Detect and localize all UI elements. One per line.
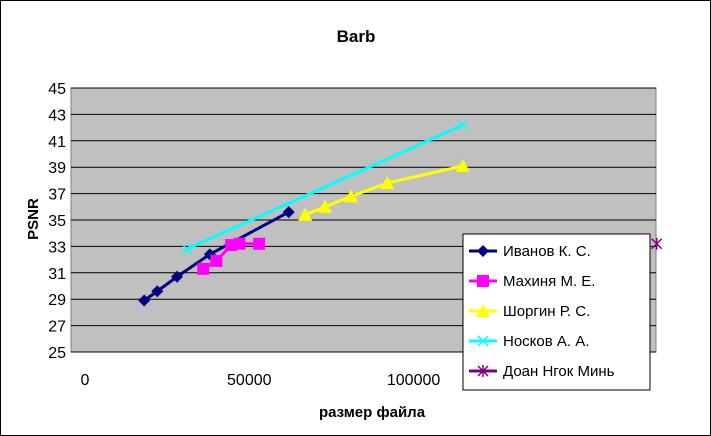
data-point bbox=[282, 206, 295, 219]
data-point bbox=[380, 176, 395, 190]
data-point bbox=[344, 189, 359, 203]
legend-label: Иванов К. С. bbox=[503, 243, 591, 260]
y-tick-label: 31 bbox=[48, 266, 66, 283]
data-point bbox=[138, 294, 151, 307]
series bbox=[651, 237, 663, 250]
legend-entry: Шоргин Р. С. bbox=[469, 303, 590, 320]
chart-title: Barb bbox=[337, 27, 376, 46]
data-point bbox=[317, 199, 332, 213]
data-point bbox=[197, 262, 210, 275]
y-tick-label: 25 bbox=[48, 345, 66, 362]
y-tick-label: 39 bbox=[48, 160, 66, 177]
y-tick-label: 37 bbox=[48, 187, 66, 204]
data-point bbox=[477, 335, 489, 347]
legend-label: Шоргин Р. С. bbox=[503, 303, 590, 320]
data-point bbox=[651, 237, 663, 250]
y-tick-label: 29 bbox=[48, 292, 66, 309]
legend-entry: Иванов К. С. bbox=[469, 243, 591, 260]
legend-label: Носков А. А. bbox=[503, 333, 589, 350]
legend: Иванов К. С. Махиня М. Е. Шоргин Р. С. Носк… bbox=[462, 233, 651, 391]
y-tick-label: 43 bbox=[48, 107, 66, 124]
data-point bbox=[477, 275, 489, 287]
x-tick-label: 0 bbox=[81, 372, 90, 389]
series-line bbox=[186, 123, 464, 251]
y-tick-label: 35 bbox=[48, 213, 66, 230]
data-point bbox=[151, 285, 164, 298]
legend-entry: Доан Нгок Минь bbox=[469, 363, 615, 380]
data-point bbox=[476, 304, 490, 317]
y-tick-label: 33 bbox=[48, 239, 66, 256]
series bbox=[197, 237, 266, 275]
legend-entry: Носков А. А. bbox=[469, 333, 589, 350]
series bbox=[181, 119, 469, 255]
y-tick-labels: 25 27 29 31 33 35 37 39 41 43 45 bbox=[48, 81, 66, 362]
x-tick-label: 50000 bbox=[227, 372, 272, 389]
x-axis-title: размер файла bbox=[319, 404, 426, 421]
y-axis-title: PSNR bbox=[25, 198, 42, 240]
data-point bbox=[253, 237, 266, 250]
data-point bbox=[477, 365, 489, 377]
data-point bbox=[455, 158, 470, 172]
y-tick-label: 45 bbox=[48, 81, 66, 98]
data-point bbox=[457, 119, 469, 131]
data-point bbox=[171, 270, 183, 283]
series-layer bbox=[138, 119, 663, 307]
legend-label: Махиня М. Е. bbox=[503, 273, 595, 290]
y-tick-label: 27 bbox=[48, 319, 66, 336]
series bbox=[298, 158, 470, 221]
data-point bbox=[298, 207, 313, 221]
y-tick-label: 41 bbox=[48, 134, 66, 151]
data-point bbox=[477, 245, 489, 257]
legend-label: Доан Нгок Минь bbox=[503, 363, 615, 380]
data-point bbox=[233, 237, 246, 250]
data-point bbox=[210, 254, 223, 267]
data-point bbox=[181, 243, 193, 255]
x-tick-label: 100000 bbox=[387, 372, 440, 389]
legend-entry: Махиня М. Е. bbox=[469, 273, 595, 290]
